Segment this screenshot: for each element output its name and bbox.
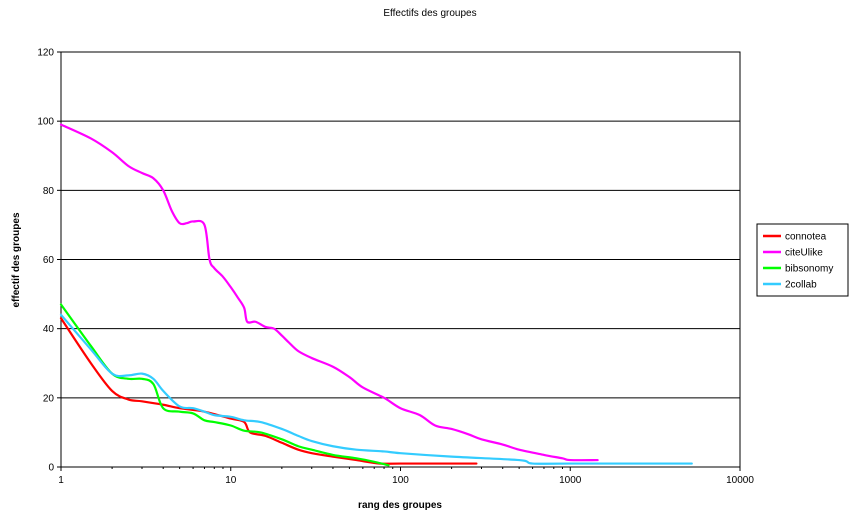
x-tick-label: 10000 <box>726 475 754 486</box>
x-tick-label: 1 <box>58 475 64 486</box>
x-axis-label: rang des groupes <box>358 500 442 511</box>
y-axis: 0 20 40 60 80 100 120 <box>37 48 61 474</box>
chart-title: Effectifs des groupes <box>383 8 476 19</box>
y-tick-label: 100 <box>37 117 54 128</box>
y-axis-label: effectif des groupes <box>11 212 22 307</box>
legend-label: bibsonomy <box>785 264 833 275</box>
legend-label: connotea <box>785 232 827 243</box>
series-line-2collab <box>59 313 693 465</box>
legend: connotea citeUlike bibsonomy 2collab <box>756 223 849 297</box>
y-tick-label: 120 <box>37 48 54 59</box>
x-tick-label: 100 <box>392 475 409 486</box>
legend-label: citeUlike <box>785 248 823 259</box>
x-axis: 1 10 100 1000 10000 <box>58 467 754 486</box>
series-line-bibsonomy <box>59 303 390 467</box>
series-line-citeulike <box>59 123 599 462</box>
y-tick-label: 0 <box>48 463 54 474</box>
y-tick-label: 40 <box>43 324 55 335</box>
series-lines <box>59 123 693 467</box>
x-tick-label: 10 <box>225 475 237 486</box>
y-tick-label: 80 <box>43 186 55 197</box>
y-tick-label: 20 <box>43 393 55 404</box>
legend-label: 2collab <box>785 280 817 291</box>
y-tick-label: 60 <box>43 255 55 266</box>
gridlines <box>61 120 740 399</box>
x-tick-label: 1000 <box>559 475 582 486</box>
series-line-connotea <box>59 317 478 465</box>
